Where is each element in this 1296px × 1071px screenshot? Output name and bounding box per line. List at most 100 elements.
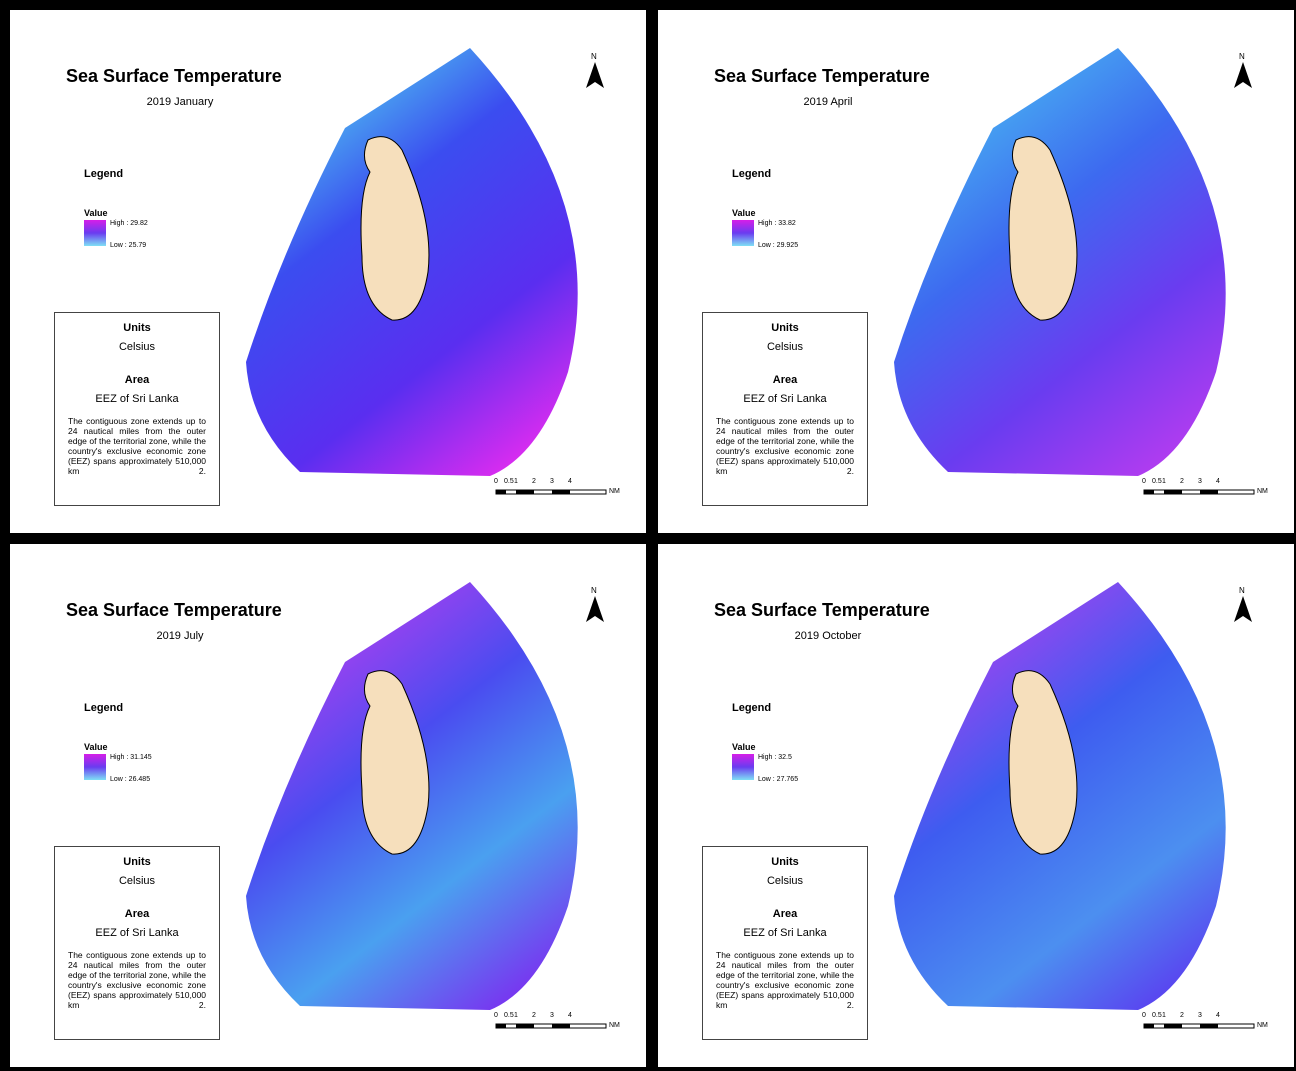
units-heading: Units	[54, 322, 220, 334]
scale-label: 0	[1142, 478, 1146, 485]
scale-label: 3	[550, 1012, 554, 1019]
scale-bar	[1144, 490, 1254, 494]
scale-label: 3	[1198, 1012, 1202, 1019]
scale-segment	[516, 1024, 534, 1028]
north-label: N	[591, 52, 597, 61]
scale-unit: NM	[1257, 488, 1268, 495]
legend-value: Value	[84, 742, 108, 752]
scale-label: 1	[514, 478, 518, 485]
scale-label: 3	[1198, 478, 1202, 485]
description: The contiguous zone extends up to 24 nau…	[716, 950, 854, 1010]
scale-label: 0.5	[504, 478, 514, 485]
area: EEZ of Sri Lanka	[54, 927, 220, 939]
legend-low: Low : 25.79	[110, 242, 146, 249]
description: The contiguous zone extends up to 24 nau…	[68, 416, 206, 476]
scale-label: 4	[1216, 478, 1220, 485]
legend-swatch	[732, 754, 754, 780]
north-arrow	[1234, 596, 1252, 622]
legend-high: High : 33.82	[758, 220, 796, 227]
units: Celsius	[54, 341, 220, 353]
north-label: N	[1239, 52, 1245, 61]
area-heading: Area	[54, 374, 220, 386]
area-heading: Area	[702, 374, 868, 386]
page: Sea Surface Temperature 2019 January N Lege…	[0, 0, 1296, 1071]
scale-label: 1	[1162, 478, 1166, 485]
legend-title: Legend	[732, 702, 771, 714]
area: EEZ of Sri Lanka	[54, 393, 220, 405]
scale-label: 1	[1162, 1012, 1166, 1019]
area-heading: Area	[702, 908, 868, 920]
map-title: Sea Surface Temperature	[714, 600, 930, 621]
north-arrow	[1234, 62, 1252, 88]
legend-value: Value	[732, 208, 756, 218]
north-arrow	[586, 596, 604, 622]
area: EEZ of Sri Lanka	[702, 927, 868, 939]
map-subtitle: 2019 April	[768, 96, 888, 108]
legend-low: Low : 29.925	[758, 242, 798, 249]
legend-swatch	[732, 220, 754, 246]
scale-label: 2	[1180, 1012, 1184, 1019]
legend-title: Legend	[84, 702, 123, 714]
legend-high: High : 32.5	[758, 754, 792, 761]
scale-segment	[1144, 1024, 1154, 1028]
scale-segment	[496, 1024, 506, 1028]
legend-swatch	[84, 220, 106, 246]
scale-segment	[1144, 490, 1154, 494]
scale-bar	[496, 1024, 606, 1028]
scale-label: 4	[1216, 1012, 1220, 1019]
scale-unit: NM	[1257, 1022, 1268, 1029]
north-label: N	[1239, 586, 1245, 595]
legend-title: Legend	[84, 168, 123, 180]
scale-label: 0	[494, 478, 498, 485]
legend-value: Value	[732, 742, 756, 752]
scale-label: 0	[494, 1012, 498, 1019]
description: The contiguous zone extends up to 24 nau…	[716, 416, 854, 476]
scale-segment	[552, 1024, 570, 1028]
scale-label: 4	[568, 478, 572, 485]
area-heading: Area	[54, 908, 220, 920]
description: The contiguous zone extends up to 24 nau…	[68, 950, 206, 1010]
scale-label: 0.5	[1152, 1012, 1162, 1019]
scale-segment	[1200, 490, 1218, 494]
scale-label: 4	[568, 1012, 572, 1019]
scale-label: 1	[514, 1012, 518, 1019]
legend-swatch	[84, 754, 106, 780]
units: Celsius	[702, 341, 868, 353]
units-heading: Units	[702, 322, 868, 334]
map-panel: Sea Surface Temperature 2019 January N Lege…	[8, 8, 648, 535]
scale-label: 3	[550, 478, 554, 485]
scale-segment	[1200, 1024, 1218, 1028]
map-title: Sea Surface Temperature	[66, 66, 282, 87]
area: EEZ of Sri Lanka	[702, 393, 868, 405]
legend-high: High : 31.145	[110, 754, 152, 761]
scale-segment	[496, 490, 506, 494]
scale-bar	[496, 490, 606, 494]
scale-label: 0.5	[504, 1012, 514, 1019]
map-subtitle: 2019 January	[120, 96, 240, 108]
map-subtitle: 2019 July	[120, 630, 240, 642]
map-subtitle: 2019 October	[768, 630, 888, 642]
scale-label: 2	[532, 1012, 536, 1019]
legend-low: Low : 26.485	[110, 776, 150, 783]
legend-value: Value	[84, 208, 108, 218]
scale-segment	[516, 490, 534, 494]
scale-segment	[1164, 1024, 1182, 1028]
units-heading: Units	[702, 856, 868, 868]
map-title: Sea Surface Temperature	[714, 66, 930, 87]
legend-low: Low : 27.765	[758, 776, 798, 783]
scale-unit: NM	[609, 1022, 620, 1029]
scale-label: 0	[1142, 1012, 1146, 1019]
units-heading: Units	[54, 856, 220, 868]
map-panel: Sea Surface Temperature 2019 April N Legend…	[656, 8, 1296, 535]
scale-unit: NM	[609, 488, 620, 495]
map-panel: Sea Surface Temperature 2019 October N Lege…	[656, 542, 1296, 1069]
scale-segment	[552, 490, 570, 494]
scale-label: 2	[1180, 478, 1184, 485]
scale-bar	[1144, 1024, 1254, 1028]
legend-title: Legend	[732, 168, 771, 180]
north-arrow	[586, 62, 604, 88]
units: Celsius	[54, 875, 220, 887]
scale-segment	[1164, 490, 1182, 494]
scale-label: 0.5	[1152, 478, 1162, 485]
